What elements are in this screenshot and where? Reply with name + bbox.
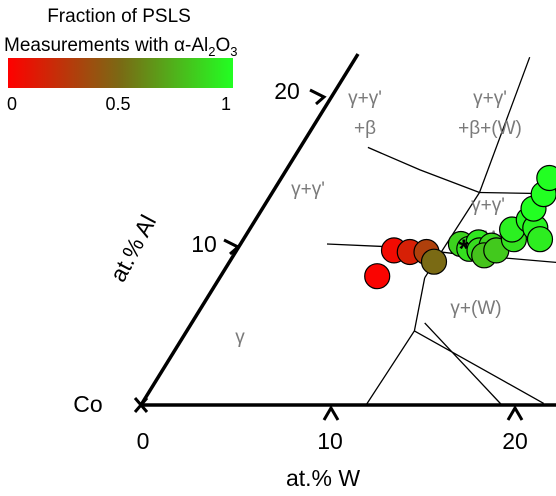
phase-boundary-9 bbox=[424, 322, 503, 406]
al-tick-20-marker bbox=[309, 88, 327, 106]
data-points bbox=[364, 164, 556, 290]
colorbar-tick-0.5: 0.5 bbox=[105, 94, 130, 114]
phase-label-top-left-line2: +β bbox=[354, 118, 376, 139]
colorbar-title-line2: Measurements with α-Al2O3 bbox=[4, 35, 237, 59]
corner-label: Co bbox=[73, 391, 102, 417]
data-point-17 bbox=[526, 226, 554, 253]
w-tick-20-marker bbox=[506, 405, 524, 421]
co-corner-marker bbox=[133, 397, 149, 413]
colorbar-tick-1: 1 bbox=[221, 94, 231, 114]
al-tick-10-marker bbox=[223, 238, 241, 256]
al-axis-line bbox=[139, 53, 360, 406]
phase-label-top-right-line2: +β+(W) bbox=[458, 118, 522, 139]
phase-label-gamma: γ bbox=[235, 327, 245, 348]
phase-boundary-1 bbox=[367, 146, 480, 194]
phase-boundary-3 bbox=[479, 191, 556, 195]
phase-boundary-8 bbox=[414, 330, 545, 404]
phase-label-low-right: γ+(W) bbox=[450, 298, 501, 319]
x-tick-20: 20 bbox=[502, 428, 528, 454]
x-tick-10: 10 bbox=[317, 428, 343, 454]
y-axis-title: at.% Al bbox=[105, 211, 162, 286]
phase-label-mid-left: γ+γ' bbox=[291, 179, 325, 200]
x-tick-0: 0 bbox=[137, 428, 150, 454]
x-axis-title: at.% W bbox=[286, 465, 360, 491]
colorbar-tick-0: 0 bbox=[7, 94, 17, 114]
y-tick-20: 20 bbox=[274, 78, 300, 104]
star-marker: * bbox=[459, 234, 470, 264]
phase-label-top-right-line1: γ+γ' bbox=[473, 88, 507, 109]
phase-label-mid-right-line1: γ+γ' bbox=[471, 195, 505, 216]
colorbar: Fraction of PSLS Measurements with α-Al2… bbox=[4, 6, 237, 114]
w-tick-10-marker bbox=[322, 405, 340, 421]
data-point-5 bbox=[420, 248, 448, 275]
colorbar-title-line1: Fraction of PSLS bbox=[47, 6, 191, 27]
phase-boundary-2 bbox=[478, 56, 531, 193]
y-tick-10: 10 bbox=[191, 231, 217, 257]
data-point-1 bbox=[364, 263, 391, 290]
phase-labels: γ+γ' +β γ+γ' +β+(W) γ+γ' γ+γ' +(W) γ+(W)… bbox=[235, 88, 522, 348]
phase-boundary-7 bbox=[365, 277, 426, 406]
data-point-20 bbox=[536, 164, 556, 192]
colorbar-gradient bbox=[8, 58, 233, 88]
phase-label-top-left-line1: γ+γ' bbox=[348, 88, 382, 109]
